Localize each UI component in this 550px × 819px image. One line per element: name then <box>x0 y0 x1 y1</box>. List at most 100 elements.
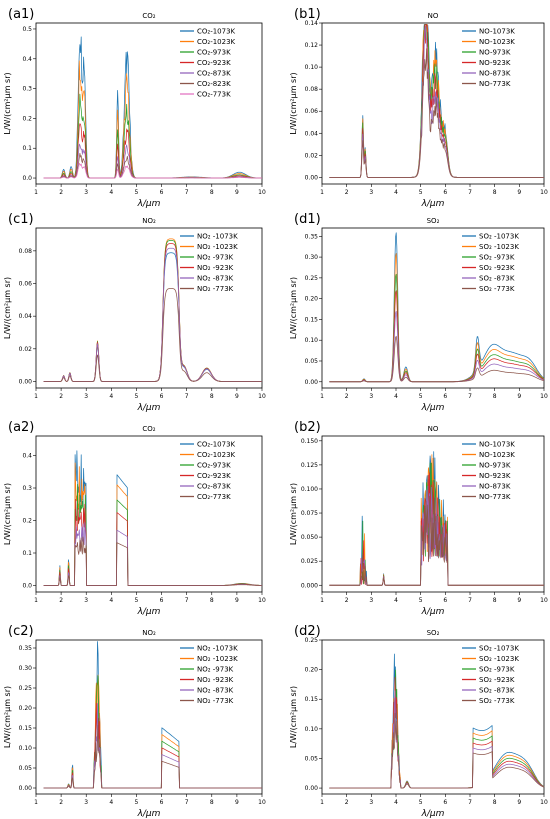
y-tick-label: 0.04 <box>19 313 33 320</box>
x-tick-label: 8 <box>210 189 214 196</box>
series-lines <box>43 36 262 179</box>
y-tick-label: 0.05 <box>19 765 33 772</box>
x-tick-label: 6 <box>160 393 164 400</box>
legend-label: NO₂ -873K <box>197 687 234 695</box>
x-tick-label: 4 <box>109 799 113 806</box>
x-tick-label: 7 <box>185 799 189 806</box>
x-tick-label: 3 <box>84 189 88 196</box>
series-line <box>43 536 262 586</box>
x-tick-label: 4 <box>394 393 398 400</box>
y-tick-label: 0.25 <box>305 637 319 644</box>
y-tick-label: 0.2 <box>22 115 32 122</box>
series-lines <box>43 641 262 789</box>
y-tick-label: 0.0 <box>22 583 32 590</box>
x-tick-label: 7 <box>185 393 189 400</box>
y-tick-label: 0.04 <box>305 130 319 137</box>
plot-frame <box>35 227 263 389</box>
series-line <box>329 690 545 789</box>
legend-label: NO-773K <box>479 493 511 501</box>
legend-label: NO₂ -923K <box>197 676 234 684</box>
x-tick-label: 10 <box>258 799 266 806</box>
legend-label: CO₂-773K <box>197 493 231 501</box>
x-tick-label: 4 <box>394 799 398 806</box>
y-tick-label: 0.125 <box>301 462 318 469</box>
y-tick-label: 0.000 <box>301 582 318 589</box>
legend-label: NO₂ -773K <box>197 697 234 705</box>
y-tick-label: 0.10 <box>305 337 319 344</box>
chart-panel-a1: 1 2 3 4 5 6 7 8 9 10 0.0 0.1 0.2 0.3 0.4 0.5 (a1) CO₂ λ/μm… <box>3 7 266 209</box>
x-tick-label: 3 <box>369 597 373 604</box>
series-line <box>43 288 262 382</box>
x-tick-label: 2 <box>59 597 63 604</box>
legend-label: NO₂ -923K <box>197 264 234 272</box>
legend-label: SO₂ -1023K <box>479 243 519 251</box>
y-axis-label: L/W/(cm²μm sr) <box>289 686 298 748</box>
chart-panel-b1: 1 2 3 4 5 6 7 8 9 10 0.00 0.02 0.04 0.06 0.08 0.10 0.12 0… <box>289 7 548 209</box>
series-line <box>43 93 262 179</box>
series-line <box>43 60 262 179</box>
series-line <box>329 253 545 383</box>
x-tick-label: 4 <box>109 393 113 400</box>
x-tick-label: 4 <box>394 189 398 196</box>
legend-label: CO₂-973K <box>197 49 231 57</box>
y-tick-label: 0.00 <box>19 785 33 792</box>
x-tick-label: 5 <box>135 189 139 196</box>
y-tick-label: 0.10 <box>19 745 33 752</box>
y-tick-label: 0.14 <box>305 20 319 27</box>
y-tick-label: 0.25 <box>19 685 33 692</box>
x-axis-label: λ/μm <box>421 403 445 413</box>
series-line <box>43 703 262 789</box>
x-tick-label: 6 <box>443 597 447 604</box>
x-tick-label: 4 <box>109 189 113 196</box>
legend-label: CO₂-823K <box>197 80 231 88</box>
y-tick-label: 0.3 <box>22 86 32 93</box>
legend-label: SO₂ -1023K <box>479 655 519 663</box>
y-tick-label: 0.25 <box>305 275 319 282</box>
y-tick-label: 0.02 <box>19 346 33 353</box>
x-axis-label: λ/μm <box>421 607 445 617</box>
plot-frame <box>35 22 263 185</box>
x-tick-label: 8 <box>493 597 497 604</box>
legend-label: SO₂ -973K <box>479 254 515 262</box>
x-tick-label: 6 <box>160 597 164 604</box>
x-tick-label: 5 <box>135 799 139 806</box>
x-tick-label: 3 <box>369 189 373 196</box>
series-lines <box>329 24 544 178</box>
legend: SO₂ -1073K SO₂ -1023K SO₂ -973K SO₂ -923K SO… <box>462 233 519 293</box>
y-tick-label: 0.00 <box>305 785 319 792</box>
y-tick-label: 0.08 <box>19 248 33 255</box>
y-tick-label: 0.4 <box>22 56 32 63</box>
chart-title: CO₂ <box>142 425 155 433</box>
plot-frame <box>35 639 263 795</box>
x-tick-label: 8 <box>493 799 497 806</box>
series-line <box>329 48 544 178</box>
x-tick-label: 1 <box>34 799 38 806</box>
series-line <box>329 335 545 383</box>
plot-frame <box>321 639 545 795</box>
legend-label: NO-873K <box>479 70 511 78</box>
x-tick-label: 10 <box>258 393 266 400</box>
series-lines <box>43 450 263 586</box>
panel-label: (b1) <box>294 7 321 22</box>
x-tick-label: 6 <box>160 799 164 806</box>
panel-label: (a2) <box>8 420 34 435</box>
panel-label: (b2) <box>294 420 321 435</box>
x-tick-label: 5 <box>419 393 423 400</box>
x-tick-label: 1 <box>320 799 324 806</box>
y-tick-label: 0.10 <box>305 726 319 733</box>
x-tick-label: 4 <box>394 597 398 604</box>
legend: CO₂-1073K CO₂-1023K CO₂-973K CO₂-923K CO₂-87… <box>180 441 236 501</box>
x-tick-label: 3 <box>84 799 88 806</box>
y-tick-label: 0.0 <box>22 175 32 182</box>
series-lines <box>329 653 545 789</box>
chart-panel-d2: 1 2 3 4 5 6 7 8 9 10 0.00 0.05 0.10 0.15 0.20 0.25(d2) S… <box>289 624 548 819</box>
series-line <box>43 641 262 789</box>
legend-label: NO-1073K <box>479 28 515 36</box>
series-line <box>329 311 545 383</box>
y-tick-label: 0.35 <box>305 233 319 240</box>
x-tick-label: 1 <box>34 393 38 400</box>
x-tick-label: 8 <box>210 393 214 400</box>
x-tick-label: 1 <box>320 189 324 196</box>
legend-label: NO₂ -773K <box>197 285 234 293</box>
